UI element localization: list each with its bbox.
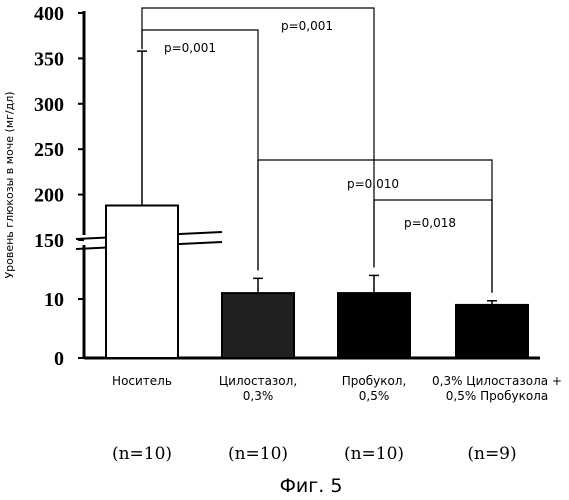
category-label-3: 0,5% Пробукола — [446, 389, 548, 403]
n-label-1: (n=10) — [228, 444, 288, 464]
category-label-1: 0,3% — [243, 389, 274, 403]
category-label-1: Цилостазол, — [219, 374, 297, 388]
n-label-3: (n=9) — [467, 444, 516, 464]
y-tick-label: 150 — [34, 230, 64, 252]
bar-2 — [338, 293, 410, 358]
category-label-0: Носитель — [112, 374, 172, 388]
y-tick-label: 350 — [34, 48, 64, 70]
p-value-label-1: p=0,001 — [164, 41, 216, 55]
p-value-label-3: p=0,018 — [404, 216, 456, 230]
y-tick-label: 10 — [44, 289, 64, 311]
y-tick-label: 0 — [54, 348, 64, 370]
n-label-2: (n=10) — [344, 444, 404, 464]
bar-1 — [222, 293, 294, 358]
y-tick-label: 400 — [34, 3, 64, 25]
n-label-0: (n=10) — [112, 444, 172, 464]
category-label-2: 0,5% — [359, 389, 390, 403]
y-tick-label: 250 — [34, 139, 64, 161]
y-axis-title: Уровень глюкозы в моче (мг/дл) — [3, 91, 16, 278]
y-tick-label: 200 — [34, 185, 64, 207]
significance-bracket-3 — [374, 200, 492, 293]
p-value-label-0: p=0,001 — [281, 19, 333, 33]
figure-caption: Фиг. 5 — [280, 475, 343, 497]
y-tick-label: 300 — [34, 94, 64, 116]
bar-0 — [106, 205, 178, 358]
p-value-label-2: p=0,010 — [347, 177, 399, 191]
bar-3 — [456, 305, 528, 358]
category-label-3: 0,3% Цилостазола + — [432, 374, 562, 388]
category-label-2: Пробукол, — [342, 374, 407, 388]
